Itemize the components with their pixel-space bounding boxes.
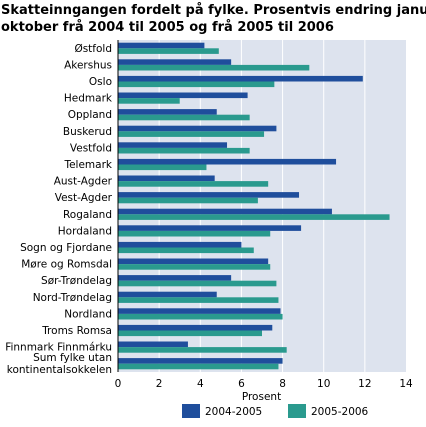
category-label-4: Oppland [68, 109, 112, 121]
category-label-16: Nordland [64, 308, 112, 320]
x-tick-label-4: 8 [279, 378, 286, 390]
legend-swatch-1 [182, 404, 200, 418]
bar-series-1-16 [118, 308, 281, 314]
category-label-0: Østfold [74, 43, 112, 55]
bar-series-1-6 [118, 142, 228, 148]
x-tick-labels: 0 2 4 6 8 10 12 14 [115, 378, 413, 390]
bar-series-2-11 [118, 230, 271, 237]
category-label-9: Vest-Agder [55, 192, 113, 204]
bar-series-2-13 [118, 264, 271, 270]
bar-series-1-11 [118, 225, 302, 231]
bar-series-2-8 [118, 181, 269, 187]
chart-title-line-1: Skatteinngangen fordelt på fylke. Prosen… [1, 3, 426, 18]
legend-label-2: 2005-2006 [311, 406, 369, 418]
category-label-10: Rogaland [63, 209, 112, 221]
bar-series-2-17 [118, 330, 262, 337]
category-label-15: Nord-Trøndelag [33, 292, 112, 304]
category-label-13: Møre og Romsdal [21, 259, 112, 271]
bar-series-1-0 [118, 42, 205, 49]
bar-series-2-16 [118, 313, 283, 320]
bar-series-2-3 [118, 98, 180, 104]
category-label-19-line-2: kontinentalsokkelen [7, 364, 112, 376]
x-axis-label: Prosent [242, 391, 281, 403]
x-tick-label-5: 10 [317, 378, 330, 390]
bar-series-1-8 [118, 175, 215, 182]
bar-series-1-5 [118, 125, 277, 132]
bar-series-1-17 [118, 324, 273, 331]
category-label-6: Vestfold [70, 142, 112, 154]
category-label-1: Akershus [64, 59, 112, 71]
bar-series-1-3 [118, 92, 248, 99]
chart-title-line-2: oktober frå 2004 til 2005 og frå 2005 ti… [1, 20, 334, 35]
category-label-3: Hedmark [64, 93, 113, 105]
category-label-18: Finnmark Finnmárku [5, 342, 112, 354]
bar-series-1-10 [118, 208, 332, 215]
legend: 2004-2005 2005-2006 [182, 404, 369, 418]
bar-series-2-4 [118, 114, 250, 121]
bar-series-2-7 [118, 164, 207, 171]
bar-series-1-13 [118, 258, 269, 265]
bar-series-2-6 [118, 147, 250, 154]
legend-swatch-2 [288, 404, 306, 418]
bar-series-2-10 [118, 214, 390, 220]
bar-series-1-19 [118, 358, 283, 364]
bar-series-2-15 [118, 297, 279, 303]
bars [117, 40, 390, 372]
category-label-11: Hordaland [58, 225, 112, 237]
bar-series-1-7 [118, 158, 337, 165]
category-label-12: Sogn og Fjordane [20, 242, 112, 254]
bar-series-1-18 [118, 341, 188, 348]
bar-series-2-14 [118, 280, 277, 287]
bar-series-2-12 [118, 247, 254, 254]
bar-series-1-12 [118, 241, 242, 248]
bar-series-1-4 [118, 109, 217, 115]
bar-series-1-2 [118, 75, 363, 82]
bar-series-1-14 [118, 275, 232, 281]
bar-series-2-0 [118, 48, 219, 54]
bar-series-1-1 [118, 59, 232, 65]
legend-label-1: 2004-2005 [205, 406, 262, 418]
bar-series-2-19 [118, 363, 279, 370]
plot-area [118, 40, 406, 372]
category-label-17: Troms Romsa [41, 325, 112, 337]
category-label-7: Telemark [63, 159, 112, 171]
category-label-19-line-1: Sum fylke utan [33, 352, 112, 364]
x-tick-label-1: 2 [156, 378, 163, 390]
x-tick-label-3: 6 [238, 378, 245, 390]
bar-series-2-9 [118, 197, 258, 204]
category-label-2: Oslo [89, 76, 112, 88]
bar-series-2-2 [118, 81, 275, 88]
x-tick-label-6: 12 [358, 378, 371, 390]
x-tick-label-7: 14 [399, 378, 413, 390]
bar-series-2-5 [118, 131, 265, 137]
bar-series-1-15 [118, 291, 217, 298]
category-label-5: Buskerud [63, 126, 112, 138]
category-labels: Østfold Akershus Oslo Hedmark Oppland Buskeru… [5, 43, 113, 376]
category-label-14: Sør-Trøndelag [41, 275, 112, 287]
bar-series-2-18 [118, 347, 287, 353]
x-tick-label-0: 0 [115, 378, 122, 390]
category-label-8: Aust-Agder [54, 176, 113, 188]
bar-series-1-9 [118, 192, 300, 198]
bar-series-2-1 [118, 64, 310, 71]
x-tick-label-2: 4 [197, 378, 204, 390]
